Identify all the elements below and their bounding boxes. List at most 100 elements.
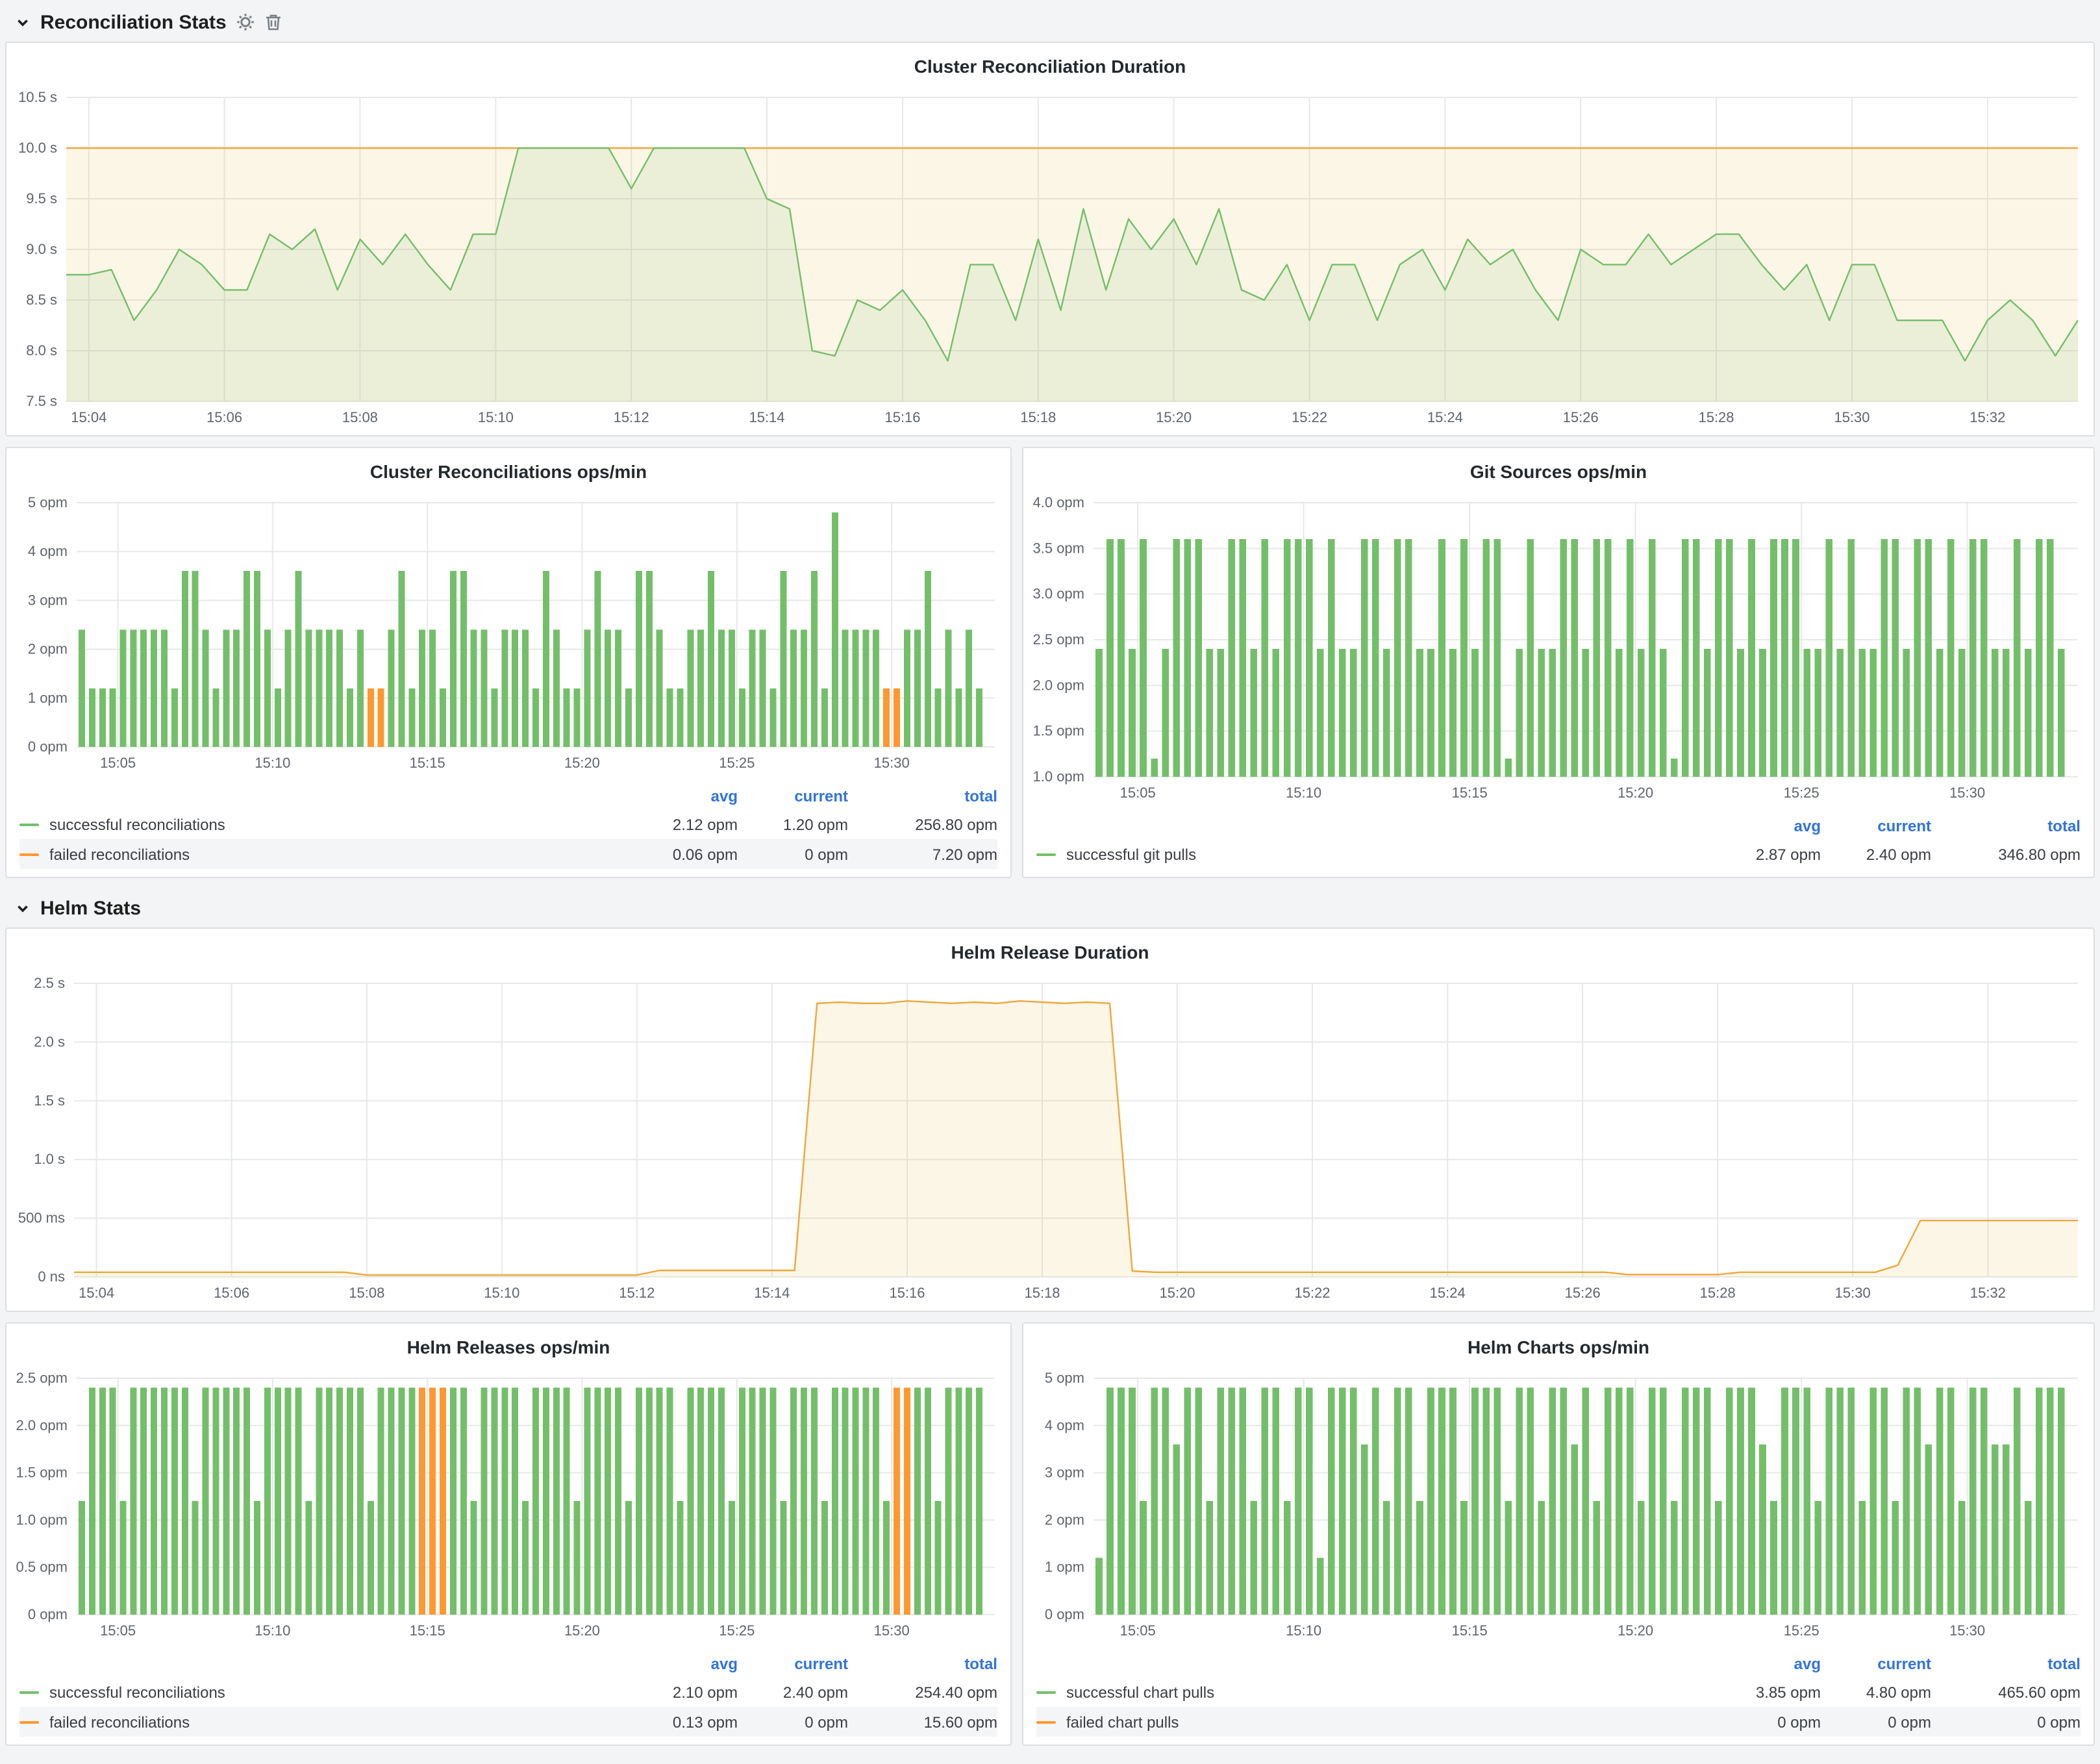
panel-title[interactable]: Helm Release Duration [951, 942, 1149, 963]
series-avg: 3.85 opm [1755, 1683, 1821, 1701]
series-avg: 0.13 opm [672, 1713, 738, 1731]
svg-text:15:32: 15:32 [1970, 1285, 2006, 1301]
helm-charts-opm-chart[interactable]: 0 opm 1 opm 2 opm 3 opm 4 opm 5 opm 15:05 15:10… [1023, 1363, 2094, 1648]
svg-text:8.5 s: 8.5 s [26, 292, 57, 308]
legend-header-total[interactable]: total [2047, 817, 2081, 835]
svg-text:9.0 s: 9.0 s [26, 241, 57, 257]
panel-header: Cluster Reconciliations ops/min [6, 448, 1010, 487]
legend-header-current[interactable]: current [794, 787, 848, 805]
legend-header-row: avg current total [1036, 1651, 2081, 1677]
helm-releases-opm-chart[interactable]: 0 opm 0.5 opm 1.0 opm 1.5 opm 2.0 opm 2.5 opm… [6, 1363, 1010, 1648]
svg-text:15:20: 15:20 [564, 1622, 600, 1639]
series-avg: 2.87 opm [1755, 845, 1821, 863]
svg-text:2 opm: 2 opm [1045, 1511, 1084, 1528]
svg-text:15:30: 15:30 [874, 1622, 910, 1639]
svg-text:5 opm: 5 opm [1045, 1370, 1084, 1386]
series-avg: 2.12 opm [672, 815, 738, 833]
svg-text:15:25: 15:25 [719, 755, 755, 771]
panel-title[interactable]: Cluster Reconciliation Duration [914, 56, 1186, 77]
legend: avg current total successful reconciliat… [6, 1648, 1010, 1745]
svg-text:3 opm: 3 opm [28, 592, 68, 608]
svg-text:4.0 opm: 4.0 opm [1033, 494, 1085, 510]
svg-text:15:25: 15:25 [1784, 1622, 1819, 1639]
series-name[interactable]: successful chart pulls [1066, 1683, 1215, 1701]
svg-text:15:25: 15:25 [719, 1622, 755, 1639]
svg-text:15:05: 15:05 [1120, 785, 1156, 801]
series-total: 465.60 opm [1998, 1683, 2081, 1701]
series-name[interactable]: failed reconciliations [49, 1713, 190, 1731]
svg-text:15:15: 15:15 [410, 755, 445, 771]
series-name[interactable]: failed chart pulls [1066, 1713, 1179, 1731]
svg-text:15:16: 15:16 [884, 409, 920, 425]
series-current: 0 opm [805, 845, 848, 863]
panel-header: Cluster Reconciliation Duration [6, 43, 2094, 82]
svg-text:15:28: 15:28 [1700, 1285, 1736, 1301]
panel-title[interactable]: Git Sources ops/min [1469, 461, 1647, 482]
panel-title[interactable]: Helm Releases ops/min [406, 1337, 610, 1357]
series-dash-icon [19, 1691, 39, 1693]
svg-text:0 ns: 0 ns [38, 1268, 65, 1285]
panel-title[interactable]: Cluster Reconciliations ops/min [369, 461, 647, 482]
helm-release-duration-chart[interactable]: 0 ns 500 ms 1.0 s 1.5 s 2.0 s 2.5 s 15:04 15:06… [6, 968, 2094, 1311]
gear-icon[interactable] [237, 13, 255, 31]
series-current: 1.20 opm [782, 815, 848, 833]
series-current: 4.80 opm [1866, 1683, 1931, 1701]
legend-header-total[interactable]: total [2047, 1655, 2081, 1673]
legend-header-avg[interactable]: avg [1794, 817, 1821, 835]
section-title: Reconciliation Stats [40, 11, 227, 33]
svg-text:3.5 opm: 3.5 opm [1033, 540, 1085, 556]
svg-text:15:20: 15:20 [1159, 1285, 1195, 1301]
panel-cluster-reconciliations-opm: Cluster Reconciliations ops/min 0 opm 1 o… [5, 447, 1012, 878]
series-name[interactable]: successful reconciliations [49, 1683, 225, 1701]
svg-text:15:10: 15:10 [1286, 1622, 1321, 1639]
series-name[interactable]: successful reconciliations [49, 815, 225, 833]
panel-title[interactable]: Helm Charts ops/min [1467, 1337, 1650, 1357]
legend-row[interactable]: successful chart pulls 3.85 opm 4.80 opm… [1036, 1677, 2081, 1707]
svg-text:1.0 s: 1.0 s [34, 1151, 65, 1167]
legend-header-avg[interactable]: avg [1794, 1655, 1821, 1673]
legend-row[interactable]: failed reconciliations 0.13 opm 0 opm 15… [19, 1707, 997, 1737]
series-name[interactable]: failed reconciliations [49, 845, 190, 863]
svg-text:1.0 opm: 1.0 opm [16, 1511, 68, 1528]
legend-row[interactable]: successful reconciliations 2.12 opm 1.20… [19, 809, 997, 839]
series-dash-icon [19, 1720, 39, 1723]
series-dash-icon [1036, 1691, 1056, 1693]
legend-row[interactable]: failed reconciliations 0.06 opm 0 opm 7.… [19, 839, 997, 869]
svg-text:15:12: 15:12 [619, 1285, 655, 1301]
svg-text:7.5 s: 7.5 s [26, 393, 57, 409]
series-current: 0 opm [1888, 1713, 1931, 1731]
svg-text:15:10: 15:10 [1286, 785, 1321, 801]
svg-text:1.5 s: 1.5 s [34, 1092, 65, 1109]
legend-header-avg[interactable]: avg [710, 1655, 738, 1673]
cluster-reconciliations-opm-chart[interactable]: 0 opm 1 opm 2 opm 3 opm 4 opm 5 opm 15:05 15:10… [6, 487, 1010, 781]
svg-text:4 opm: 4 opm [28, 543, 68, 559]
svg-text:15:18: 15:18 [1020, 409, 1056, 425]
legend-header-current[interactable]: current [1877, 817, 1931, 835]
legend-header-current[interactable]: current [1877, 1655, 1931, 1673]
series-current: 0 opm [805, 1713, 848, 1731]
legend-header-current[interactable]: current [794, 1655, 848, 1673]
legend-row[interactable]: successful reconciliations 2.10 opm 2.40… [19, 1677, 997, 1707]
svg-text:15:10: 15:10 [478, 409, 514, 425]
svg-text:15:22: 15:22 [1294, 1285, 1330, 1301]
svg-text:15:10: 15:10 [484, 1285, 519, 1301]
series-name[interactable]: successful git pulls [1066, 845, 1197, 863]
legend-header-total[interactable]: total [964, 787, 997, 805]
svg-text:2 opm: 2 opm [28, 641, 68, 657]
section-reconciliation-stats[interactable]: Reconciliation Stats [5, 3, 2095, 42]
section-helm-stats[interactable]: Helm Stats [5, 888, 2095, 927]
svg-text:0.5 opm: 0.5 opm [16, 1559, 68, 1575]
legend-header-total[interactable]: total [964, 1655, 997, 1673]
series-dash-icon [19, 853, 39, 855]
legend-row[interactable]: successful git pulls 2.87 opm 2.40 opm 3… [1036, 839, 2081, 869]
panel-helm-releases-opm: Helm Releases ops/min 0 opm 0.5 opm 1.0 op… [5, 1322, 1012, 1746]
svg-text:15:30: 15:30 [1949, 1622, 1985, 1639]
cluster-reconciliation-duration-chart[interactable]: 7.5 s 8.0 s 8.5 s 9.0 s 9.5 s 10.0 s 10.5 s 15:… [6, 82, 2094, 435]
legend-row[interactable]: failed chart pulls 0 opm 0 opm 0 opm [1036, 1707, 2081, 1737]
trash-icon[interactable] [266, 13, 282, 31]
legend-header-avg[interactable]: avg [710, 787, 738, 805]
svg-text:15:30: 15:30 [1949, 785, 1985, 801]
svg-text:4 opm: 4 opm [1045, 1417, 1084, 1433]
git-sources-opm-chart[interactable]: 1.0 opm 1.5 opm 2.0 opm 2.5 opm 3.0 opm 3.5 o… [1023, 487, 2094, 811]
panel-header: Helm Release Duration [6, 929, 2094, 968]
